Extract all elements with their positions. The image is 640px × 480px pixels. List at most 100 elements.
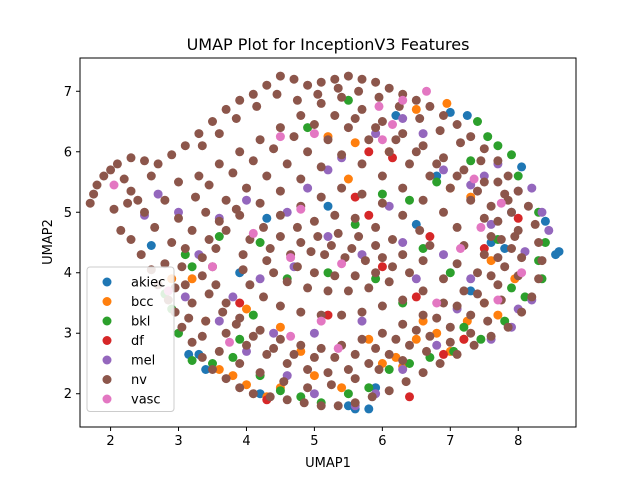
- point-mel-16: [303, 183, 313, 193]
- point-nv-259: [422, 346, 431, 356]
- point-akiec-15: [323, 201, 333, 211]
- point-nv-290: [493, 216, 503, 226]
- point-nv-192: [405, 268, 414, 278]
- point-nv-301: [330, 352, 340, 362]
- point-nv-123: [303, 147, 313, 157]
- point-nv-283: [371, 123, 381, 133]
- point-nv-27: [316, 401, 326, 411]
- point-vasc-9: [296, 204, 306, 214]
- point-nv-156: [296, 174, 306, 184]
- point-bcc-1: [411, 104, 421, 114]
- point-nv-101: [425, 331, 435, 341]
- point-nv-223: [360, 256, 370, 266]
- point-mel-31: [466, 274, 476, 284]
- point-bcc-4: [228, 371, 238, 381]
- point-nv-76: [174, 177, 183, 187]
- point-nv-154: [255, 198, 265, 208]
- point-nv-70: [194, 129, 204, 139]
- point-nv-294: [473, 289, 482, 299]
- point-nv-297: [411, 325, 421, 335]
- point-bkl-1: [493, 141, 503, 151]
- point-nv-78: [214, 159, 224, 169]
- point-nv-232: [160, 195, 170, 205]
- point-nv-37: [486, 331, 496, 341]
- point-df-5: [425, 232, 435, 241]
- x-tick-label-2: 2: [106, 434, 114, 449]
- point-nv-169: [398, 295, 408, 305]
- point-mel-33: [398, 238, 408, 247]
- point-nv-212: [350, 271, 360, 281]
- point-nv-96: [500, 262, 510, 272]
- point-bkl-45: [445, 268, 455, 278]
- point-nv-59: [343, 71, 353, 81]
- point-akiec-4: [551, 250, 561, 260]
- point-nv-211: [371, 268, 381, 278]
- point-nv-260: [398, 356, 408, 365]
- point-nv-175: [275, 301, 285, 311]
- point-nv-152: [221, 225, 231, 235]
- point-nv-114: [180, 280, 190, 290]
- point-nv-199: [269, 268, 279, 278]
- point-vasc-6: [109, 180, 119, 190]
- legend-marker-df: [102, 336, 112, 345]
- point-nv-284: [391, 135, 401, 145]
- point-nv-89: [439, 153, 448, 163]
- point-nv-137: [439, 298, 448, 308]
- point-akiec-12: [146, 241, 156, 250]
- point-nv-205: [330, 210, 340, 220]
- point-vasc-5: [275, 132, 285, 142]
- point-nv-74: [140, 156, 149, 166]
- point-nv-203: [292, 222, 302, 232]
- point-nv-162: [418, 195, 428, 205]
- point-bcc-0: [442, 98, 452, 108]
- point-nv-236: [214, 129, 224, 139]
- point-nv-98: [479, 298, 489, 308]
- point-nv-258: [445, 337, 455, 347]
- point-nv-108: [282, 359, 292, 368]
- point-nv-66: [248, 89, 258, 99]
- point-nv-146: [255, 325, 265, 335]
- point-nv-45: [523, 201, 533, 211]
- y-tick-label-7: 7: [64, 85, 72, 100]
- point-nv-186: [357, 189, 367, 199]
- legend-marker-vasc: [102, 394, 112, 404]
- x-tick-label-6: 6: [378, 434, 386, 449]
- point-mel-11: [439, 165, 448, 175]
- legend-label-akiec: akiec: [131, 276, 165, 291]
- point-nv-24: [265, 392, 275, 402]
- point-nv-303: [289, 349, 299, 359]
- point-nv-207: [371, 222, 381, 232]
- point-nv-217: [296, 238, 306, 247]
- point-bkl-6: [540, 238, 550, 247]
- point-nv-111: [221, 328, 231, 338]
- point-df-1: [364, 147, 374, 157]
- point-nv-46: [513, 186, 523, 196]
- point-nv-8: [133, 195, 143, 205]
- point-mel-37: [255, 274, 265, 284]
- point-bkl-35: [323, 268, 333, 278]
- point-nv-302: [309, 352, 319, 362]
- point-nv-266: [255, 368, 265, 378]
- point-bkl-49: [248, 310, 258, 320]
- point-nv-189: [415, 225, 425, 235]
- point-mel-18: [242, 195, 251, 205]
- point-akiec-1: [462, 111, 472, 120]
- point-vasc-8: [208, 262, 217, 272]
- point-nv-239: [272, 89, 282, 99]
- point-akiec-10: [364, 404, 374, 414]
- point-nv-121: [262, 171, 272, 181]
- point-nv-109: [262, 349, 272, 359]
- point-nv-130: [445, 183, 455, 193]
- point-bkl-33: [255, 238, 265, 247]
- point-vasc-11: [469, 174, 479, 184]
- legend-label-df: df: [131, 334, 144, 349]
- point-nv-52: [439, 111, 448, 120]
- point-akiec-16: [262, 213, 272, 223]
- point-nv-210: [388, 262, 397, 272]
- point-nv-82: [296, 111, 306, 120]
- point-df-4: [513, 213, 523, 223]
- point-nv-172: [337, 310, 347, 320]
- point-nv-140: [377, 328, 387, 338]
- point-akiec-2: [540, 216, 550, 226]
